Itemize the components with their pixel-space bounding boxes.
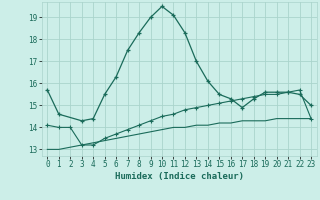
X-axis label: Humidex (Indice chaleur): Humidex (Indice chaleur) — [115, 172, 244, 181]
